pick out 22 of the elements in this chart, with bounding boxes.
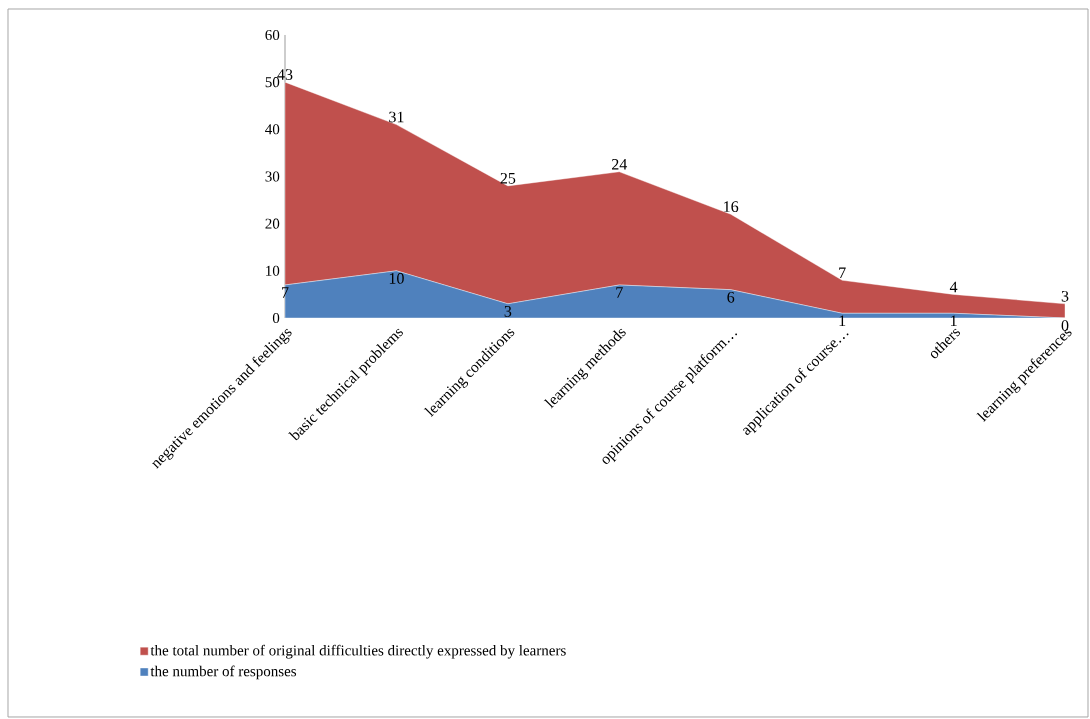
legend-label: the number of responses	[150, 665, 297, 680]
data-label: 1	[839, 315, 846, 327]
data-label: 0	[1061, 320, 1069, 331]
data-label: 31	[389, 111, 404, 123]
y-tick-label: 10	[266, 265, 280, 276]
data-label: 4	[949, 281, 958, 293]
data-label: 16	[724, 201, 739, 213]
legend-label: the total number of original difficulties directly expressed by learners	[150, 644, 566, 659]
data-label: 10	[389, 273, 404, 284]
data-label: 3	[504, 306, 512, 317]
data-label: 7	[839, 267, 846, 279]
data-label: 7	[616, 287, 623, 298]
data-label: 6	[727, 291, 735, 303]
y-tick-label: 30	[265, 171, 280, 182]
data-label: 1	[950, 315, 957, 327]
data-label: 24	[612, 158, 628, 170]
y-tick-label: 0	[272, 312, 280, 324]
y-tick-label: 20	[265, 218, 280, 229]
y-tick-label: 40	[265, 124, 280, 135]
y-tick-label: 60	[265, 29, 280, 41]
data-label: 3	[1061, 290, 1069, 302]
data-label: 25	[500, 172, 516, 184]
